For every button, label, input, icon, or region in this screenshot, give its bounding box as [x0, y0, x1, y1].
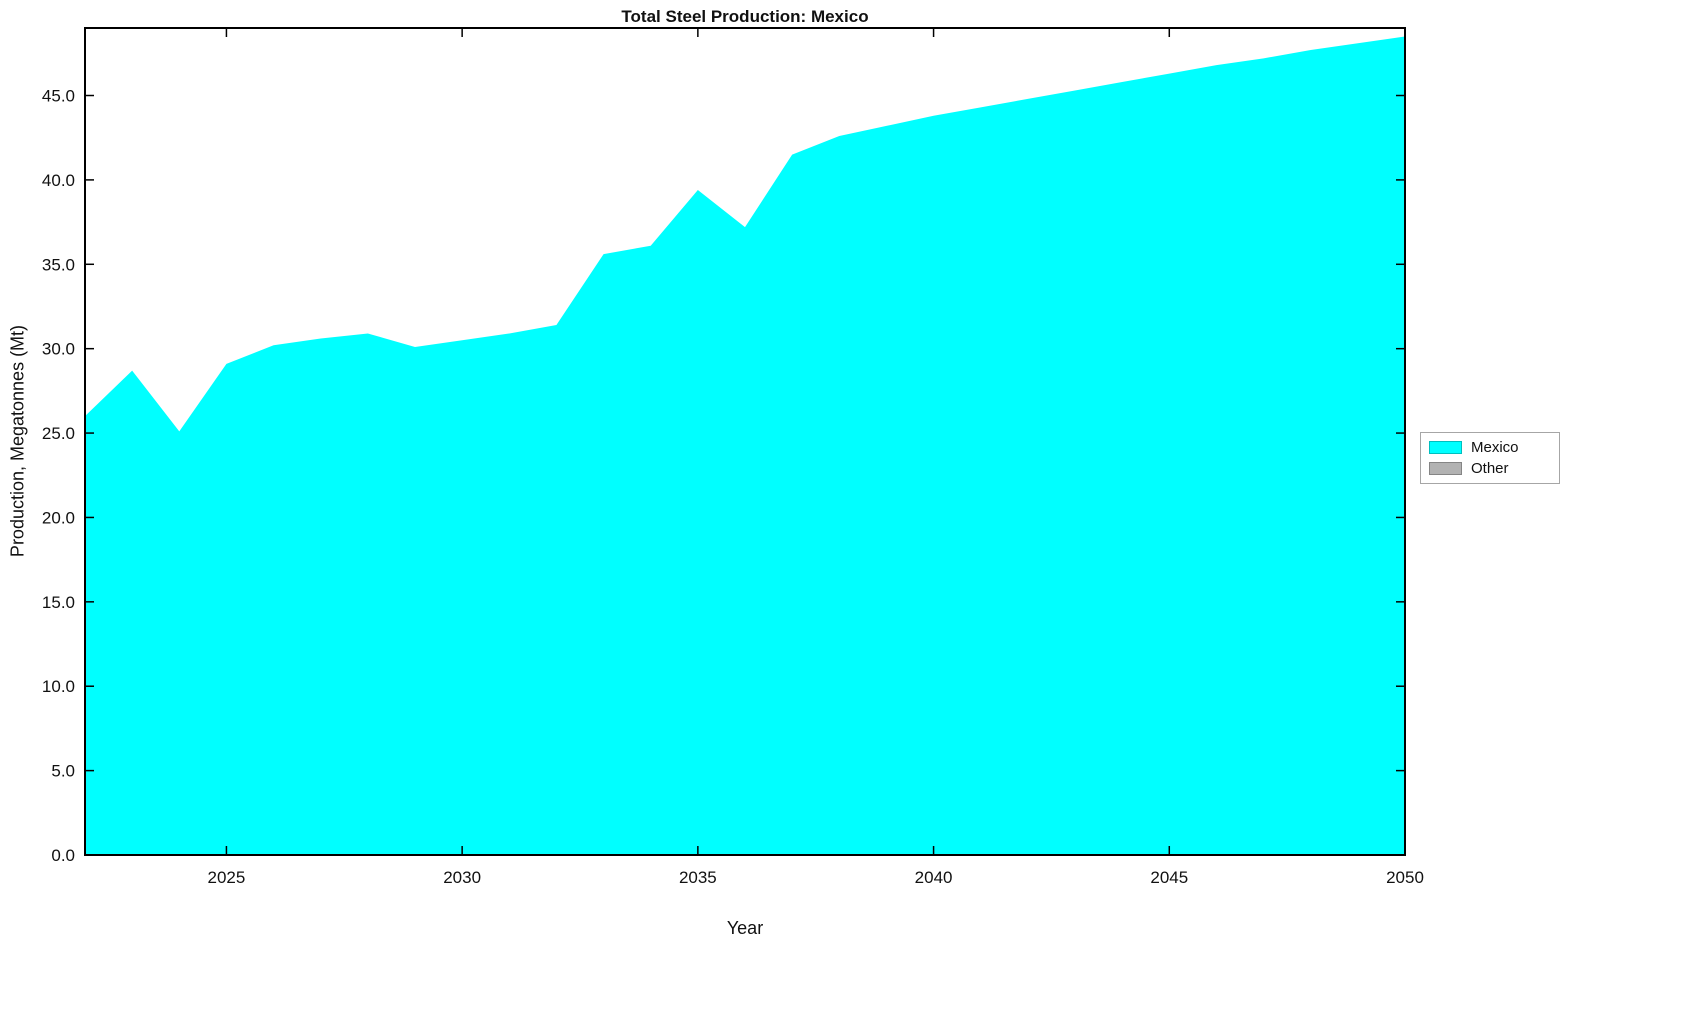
- legend: Mexico Other: [1420, 432, 1560, 484]
- area-series-mexico: [85, 36, 1405, 855]
- legend-swatch-mexico: [1429, 441, 1462, 454]
- chart-title: Total Steel Production: Mexico: [621, 7, 869, 26]
- legend-label-other: Other: [1471, 460, 1509, 477]
- y-tick-label: 15.0: [42, 593, 75, 612]
- legend-item-other: Other: [1429, 460, 1551, 477]
- x-tick-label: 2045: [1150, 868, 1188, 887]
- x-tick-label: 2025: [208, 868, 246, 887]
- legend-label-mexico: Mexico: [1471, 439, 1519, 456]
- legend-swatch-other: [1429, 462, 1462, 475]
- x-tick-label: 2040: [915, 868, 953, 887]
- y-axis-label: Production, Megatonnes (Mt): [7, 324, 28, 558]
- y-tick-label: 20.0: [42, 508, 75, 527]
- y-tick-label: 10.0: [42, 677, 75, 696]
- x-axis-label: Year: [726, 918, 764, 938]
- y-tick-label: 5.0: [51, 762, 75, 781]
- y-tick-label: 35.0: [42, 255, 75, 274]
- x-tick-label: 2050: [1386, 868, 1424, 887]
- legend-item-mexico: Mexico: [1429, 439, 1551, 456]
- y-tick-label: 30.0: [42, 340, 75, 359]
- y-tick-label: 0.0: [51, 846, 75, 865]
- axes-frame: [84, 27, 1406, 856]
- y-tick-label: 25.0: [42, 424, 75, 443]
- x-tick-label: 2030: [443, 868, 481, 887]
- y-tick-label: 45.0: [42, 87, 75, 106]
- y-tick-label: 40.0: [42, 171, 75, 190]
- x-tick-label: 2035: [679, 868, 717, 887]
